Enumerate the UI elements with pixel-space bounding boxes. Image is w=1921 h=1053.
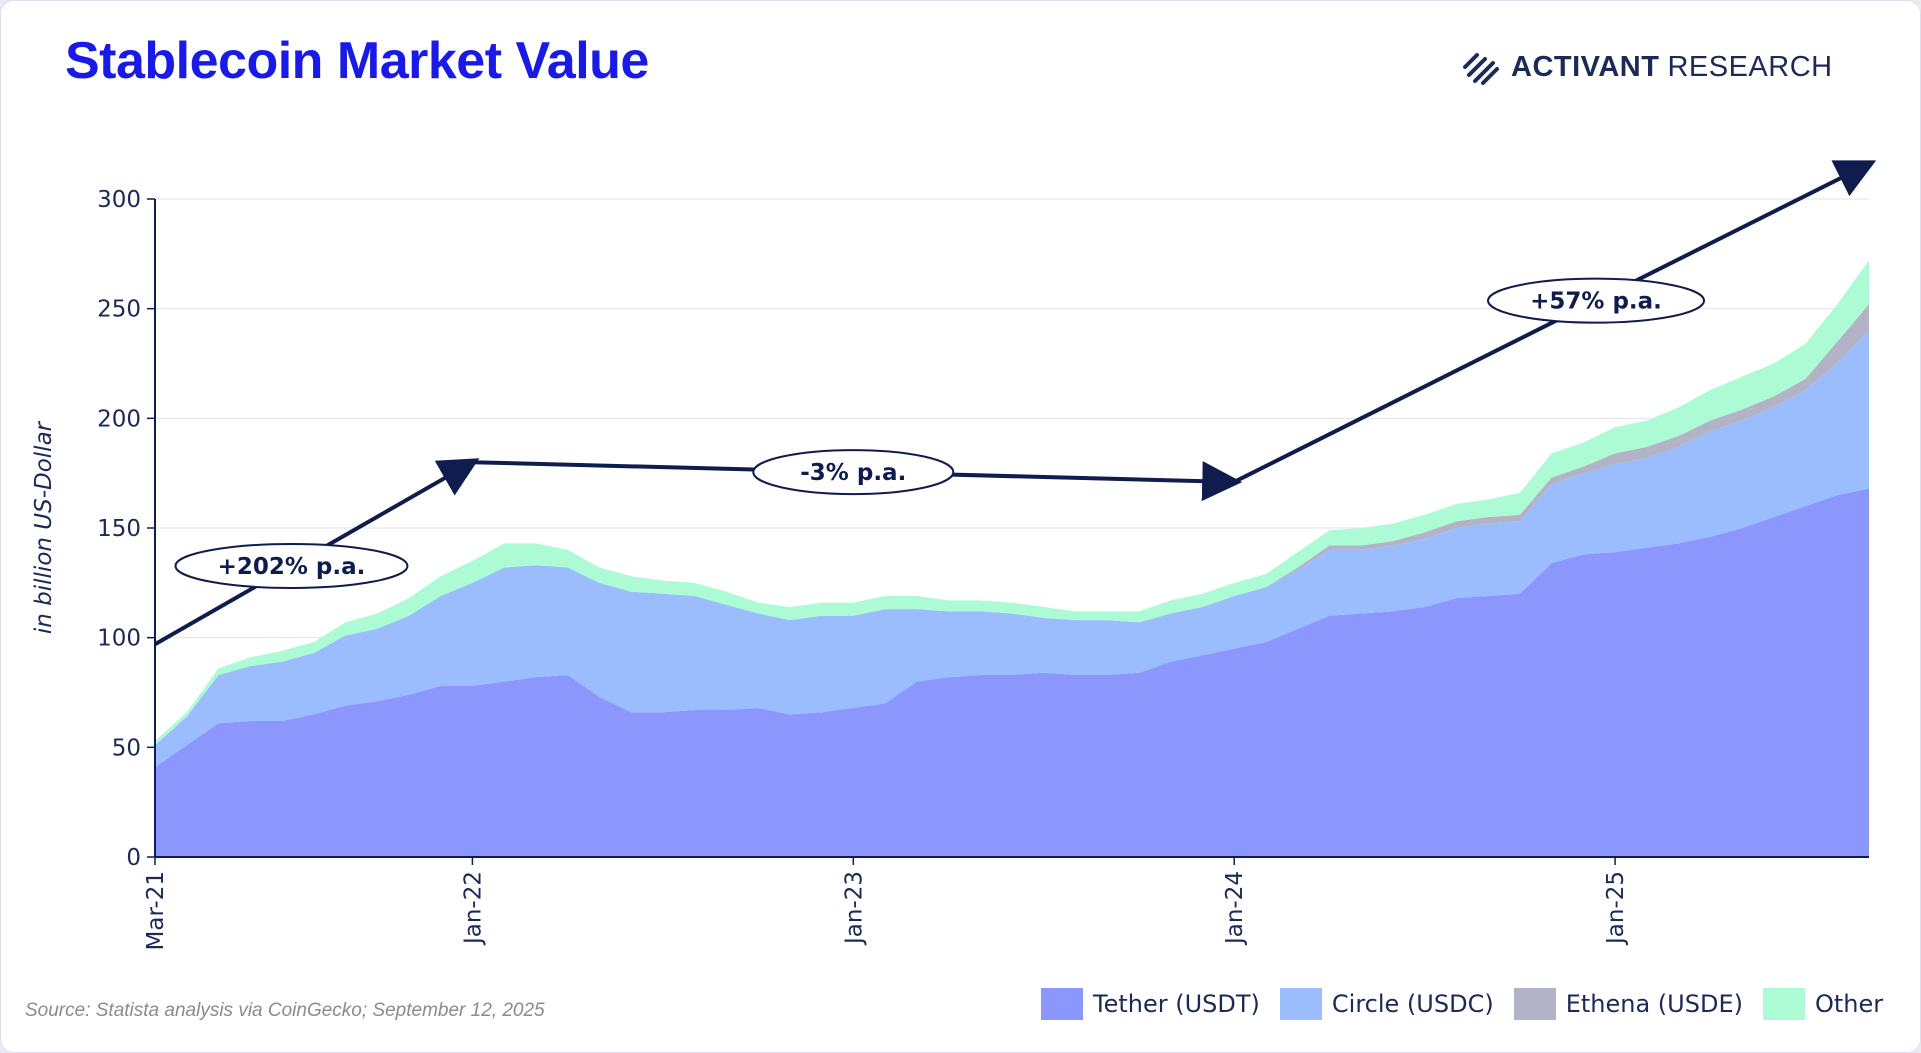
source-note: Source: Statista analysis via CoinGecko;…	[25, 1000, 545, 1021]
legend-label: Ethena (USDE)	[1565, 990, 1743, 1018]
area-series	[155, 260, 1869, 857]
x-tick-label: Jan-24	[1222, 871, 1248, 946]
annotation-oval	[1487, 277, 1706, 324]
legend-swatch	[1762, 988, 1805, 1020]
x-tick-label: Mar-21	[143, 871, 169, 951]
legend-swatch	[1041, 988, 1083, 1020]
chart-legend: Tether (USDT) Circle (USDC) Ethena (USDE) O…	[1041, 988, 1903, 1020]
legend-swatch	[1279, 988, 1322, 1020]
page-title: Stablecoin Market Value	[65, 32, 649, 90]
brand-light: RESEARCH	[1667, 50, 1833, 83]
growth-arrow	[1233, 160, 1877, 484]
area-circle-usdc	[155, 330, 1869, 768]
legend-item: Other	[1762, 988, 1884, 1020]
annotation-label: +57% p.a.	[1530, 289, 1662, 315]
legend-label: Circle (USDC)	[1331, 990, 1494, 1018]
y-tick-label: 50	[112, 735, 141, 761]
area-tether-usdt	[155, 488, 1869, 857]
annotation-oval	[174, 542, 409, 589]
annotation-label: +202% p.a.	[218, 554, 366, 580]
legend-item: Tether (USDT)	[1041, 988, 1260, 1020]
annotation-oval	[752, 449, 955, 496]
x-tick-label: Jan-23	[841, 871, 867, 946]
legend-swatch	[1513, 988, 1556, 1020]
y-tick-label: 250	[97, 297, 141, 323]
annotation-label: -3% p.a.	[800, 460, 906, 486]
y-tick-label: 300	[97, 187, 141, 213]
y-tick-label: 150	[97, 516, 141, 542]
x-tick-label: Jan-22	[460, 871, 486, 946]
y-axis-title: in billion US-Dollar	[31, 420, 57, 634]
legend-item: Circle (USDC)	[1279, 988, 1494, 1020]
area-other	[155, 260, 1869, 746]
y-tick-label: 0	[126, 845, 141, 871]
y-tick-label: 200	[97, 406, 141, 432]
brand-name: ACTIVANT RESEARCH	[1511, 51, 1833, 84]
growth-annotations: +202% p.a. -3% p.a. +57% p.a.	[154, 160, 1877, 646]
legend-label: Tether (USDT)	[1093, 990, 1260, 1018]
legend-item: Ethena (USDE)	[1513, 988, 1743, 1020]
axes: 0 50 100 150 200 250 300 Mar-21 Jan-22 Jan-23 Jan-…	[31, 187, 1869, 951]
x-tick-label: Jan-25	[1603, 871, 1629, 946]
activant-logo-icon	[1463, 53, 1499, 85]
legend-label: Other	[1814, 990, 1884, 1018]
brand: ACTIVANT RESEARCH	[1461, 47, 1833, 87]
brand-bold: ACTIVANT	[1511, 50, 1660, 83]
y-tick-label: 100	[97, 626, 141, 652]
